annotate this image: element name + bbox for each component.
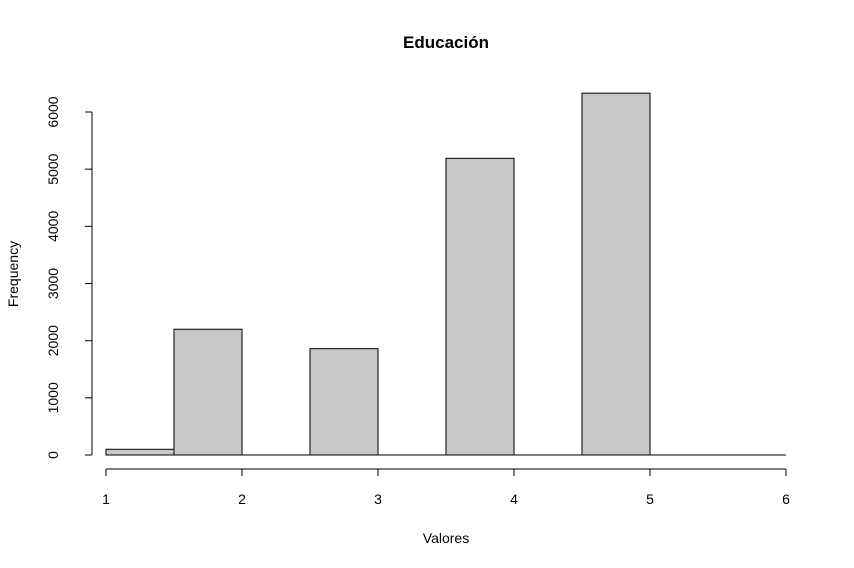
histogram-bar-0 bbox=[105, 448, 175, 456]
x-tick-label: 2 bbox=[238, 491, 246, 507]
histogram-bar-3 bbox=[309, 348, 379, 456]
x-tick-label: 6 bbox=[782, 491, 790, 507]
y-tick-label: 6000 bbox=[45, 96, 61, 127]
x-axis: 1 2 3 4 5 6 bbox=[102, 468, 790, 507]
x-tick-label: 3 bbox=[374, 491, 382, 507]
histogram-bar-7 bbox=[581, 92, 651, 456]
histogram-bar-5 bbox=[445, 157, 515, 456]
x-tick-label: 4 bbox=[510, 491, 518, 507]
histogram-bar-1 bbox=[173, 328, 243, 456]
y-tick-label: 3000 bbox=[45, 268, 61, 299]
y-tick-label: 1000 bbox=[45, 382, 61, 413]
x-tick-label: 5 bbox=[646, 491, 654, 507]
x-tick-label: 1 bbox=[102, 491, 110, 507]
y-tick-label: 0 bbox=[45, 451, 61, 459]
y-axis-label: Frequency bbox=[5, 241, 21, 307]
y-tick-label: 2000 bbox=[45, 325, 61, 356]
chart-title: Educación bbox=[403, 33, 489, 52]
y-axis: 0 1000 2000 3000 4000 5000 6000 bbox=[45, 96, 93, 459]
bars bbox=[105, 92, 786, 456]
y-tick-label: 4000 bbox=[45, 211, 61, 242]
y-tick-label: 5000 bbox=[45, 153, 61, 184]
x-axis-label: Valores bbox=[423, 530, 469, 546]
